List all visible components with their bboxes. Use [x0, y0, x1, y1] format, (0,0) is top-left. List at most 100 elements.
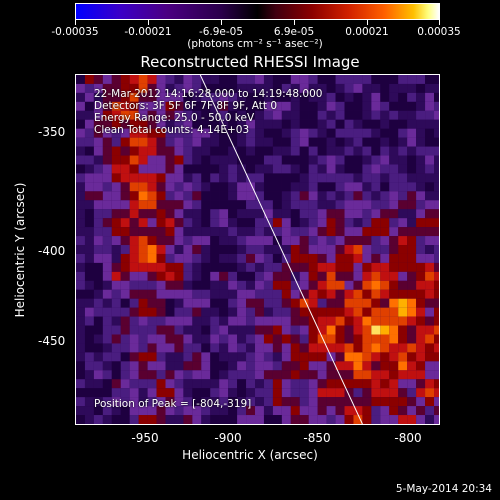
image-pixel [326, 155, 336, 165]
image-pixel [416, 209, 426, 219]
image-pixel [434, 110, 439, 120]
image-pixel [129, 245, 139, 254]
image-pixel [290, 110, 300, 120]
image-pixel [425, 397, 435, 407]
image-pixel [263, 253, 273, 263]
image-pixel [76, 271, 85, 281]
image-pixel [120, 209, 130, 219]
image-pixel [93, 388, 103, 398]
image-pixel [308, 325, 318, 335]
image-pixel [362, 361, 372, 371]
image-pixel [183, 415, 193, 424]
image-pixel [219, 110, 229, 120]
image-pixel [76, 334, 85, 344]
image-pixel [201, 218, 211, 228]
image-pixel [416, 280, 426, 290]
image-pixel [407, 236, 417, 246]
image-pixel [129, 137, 139, 147]
image-pixel [147, 271, 157, 281]
image-pixel [210, 236, 220, 246]
image-pixel [93, 119, 103, 129]
image-pixel [299, 119, 309, 129]
y-tick-label: -400 [38, 244, 66, 258]
image-pixel [102, 182, 112, 192]
image-pixel [255, 307, 264, 317]
image-pixel [290, 119, 300, 129]
image-pixel [156, 218, 166, 228]
image-pixel [281, 75, 291, 84]
image-pixel [201, 397, 211, 407]
image-pixel [201, 146, 211, 156]
info-detectors: Detectors: 3F 5F 6F 7F 8F 9F, Att 0 [94, 100, 278, 112]
image-pixel [246, 128, 256, 138]
image-pixel [308, 316, 318, 326]
image-pixel [326, 227, 336, 237]
image-pixel [416, 361, 426, 371]
image-pixel [210, 397, 220, 407]
image-pixel [174, 271, 184, 281]
image-pixel [371, 352, 381, 362]
image-pixel [76, 343, 85, 353]
image-pixel [335, 227, 345, 237]
image-pixel [183, 253, 193, 263]
image-pixel [371, 334, 381, 344]
image-pixel [272, 379, 282, 389]
image-pixel [210, 262, 220, 272]
image-pixel [416, 182, 426, 192]
image-pixel [237, 280, 247, 290]
image-pixel [335, 289, 345, 299]
image-pixel [228, 218, 238, 228]
image-pixel [281, 119, 291, 129]
image-pixel [407, 271, 417, 281]
image-pixel [174, 361, 184, 371]
image-pixel [362, 218, 372, 228]
image-pixel [76, 289, 85, 299]
image-pixel [362, 173, 372, 183]
image-pixel [407, 388, 417, 398]
image-pixel [434, 379, 439, 389]
image-pixel [272, 173, 282, 183]
image-pixel [281, 325, 291, 335]
image-pixel [299, 397, 309, 407]
image-pixel [201, 406, 211, 416]
image-pixel [111, 370, 121, 380]
image-pixel [371, 280, 381, 290]
image-pixel [371, 146, 381, 156]
image-pixel [111, 280, 121, 290]
image-pixel [308, 146, 318, 156]
image-pixel [326, 253, 336, 263]
image-pixel [174, 218, 184, 228]
image-pixel [147, 182, 157, 192]
image-pixel [371, 343, 381, 353]
image-pixel [353, 316, 363, 326]
image-pixel [138, 352, 148, 362]
image-pixel [290, 191, 300, 201]
image-pixel [344, 245, 354, 254]
image-pixel [147, 119, 157, 129]
image-pixel [183, 325, 193, 335]
image-pixel [281, 370, 291, 380]
image-pixel [290, 379, 300, 389]
image-pixel [147, 262, 157, 272]
image-pixel [246, 298, 256, 308]
image-pixel [246, 227, 256, 237]
image-pixel [120, 370, 130, 380]
image-pixel [425, 200, 435, 210]
image-pixel [174, 334, 184, 344]
image-pixel [219, 415, 229, 424]
image-pixel [380, 236, 390, 246]
image-pixel [246, 370, 256, 380]
image-pixel [210, 388, 220, 398]
image-pixel [255, 164, 264, 174]
image-pixel [237, 245, 247, 254]
image-pixel [93, 128, 103, 138]
image-pixel [120, 173, 130, 183]
image-pixel [290, 352, 300, 362]
image-pixel [255, 101, 264, 111]
image-pixel [407, 397, 417, 407]
image-pixel [371, 200, 381, 210]
image-pixel [263, 334, 273, 344]
image-pixel [84, 253, 94, 263]
image-pixel [210, 334, 220, 344]
image-pixel [299, 316, 309, 326]
